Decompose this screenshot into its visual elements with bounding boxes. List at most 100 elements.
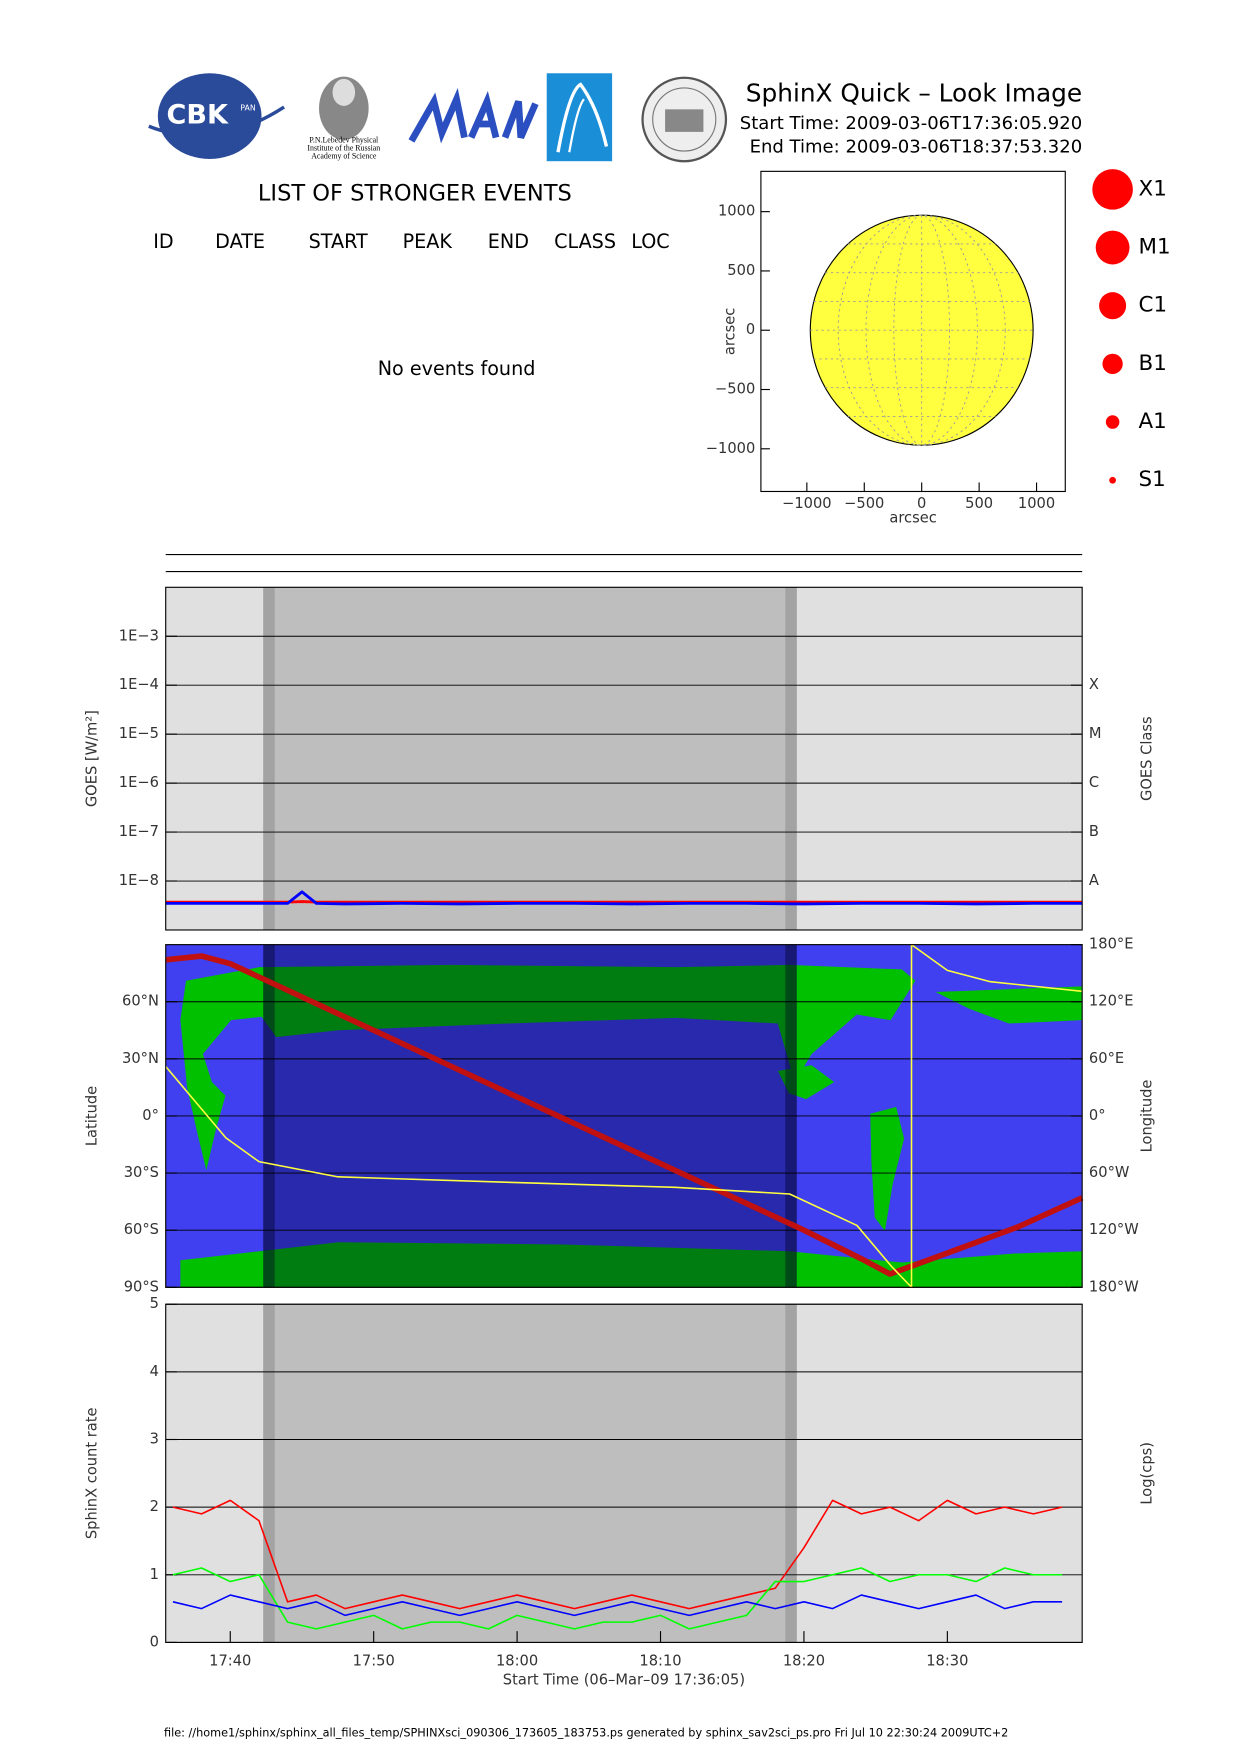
series-line bbox=[165, 890, 1083, 906]
logo-text: P.N.Lebedev Physical bbox=[309, 136, 379, 145]
y2-tick-label: X bbox=[1089, 676, 1099, 693]
y-tick-label: 1 bbox=[150, 1566, 159, 1583]
y2-tick-label: C bbox=[1089, 774, 1099, 791]
y2-tick-label: 180°E bbox=[1089, 936, 1134, 953]
y-tick-label: 1E−5 bbox=[119, 725, 159, 742]
events-message: No events found bbox=[378, 357, 536, 380]
sun-grid bbox=[810, 214, 1034, 446]
class-label: A1 bbox=[1139, 409, 1167, 434]
logo-blue-script bbox=[408, 88, 539, 144]
frame bbox=[165, 586, 1083, 931]
class-label: S1 bbox=[1139, 467, 1166, 492]
y2-tick-label: B bbox=[1089, 823, 1099, 840]
class-marker bbox=[1105, 415, 1120, 429]
y-tick-label: 1E−8 bbox=[119, 872, 159, 889]
x-tick-label: 18:30 bbox=[926, 1653, 968, 1670]
y-tick-label: −1000 bbox=[706, 440, 756, 457]
y2-tick-label: M bbox=[1089, 725, 1102, 742]
logo-text: PAN bbox=[240, 104, 256, 113]
eclipse-band bbox=[263, 587, 797, 930]
longitude-line bbox=[165, 943, 1083, 1289]
y-tick-label: 5 bbox=[150, 1295, 159, 1312]
y2-tick-label: 180°W bbox=[1089, 1278, 1139, 1295]
eclipse-band bbox=[263, 1304, 797, 1643]
y2-axis-label: Longitude bbox=[1139, 1080, 1156, 1153]
x-axis-label: Start Time (06–Mar–09 17:36:05) bbox=[503, 1672, 745, 1689]
y2-tick-label: A bbox=[1089, 872, 1099, 889]
x-tick-label: 500 bbox=[965, 495, 993, 512]
footer: file: //home1/sphinx/sphinx_all_files_te… bbox=[164, 1727, 1008, 1740]
frame bbox=[165, 944, 1083, 1288]
y2-tick-label: 60°E bbox=[1089, 1050, 1124, 1067]
series-line bbox=[165, 900, 1083, 904]
class-marker bbox=[1102, 353, 1123, 375]
series-line bbox=[172, 1499, 1063, 1610]
x-tick-label: 17:50 bbox=[353, 1653, 395, 1670]
frame bbox=[760, 170, 1066, 493]
y-tick-label: 1E−7 bbox=[119, 823, 159, 840]
events-title: LIST OF STRONGER EVENTS bbox=[258, 180, 572, 206]
x-tick-label: 18:10 bbox=[639, 1653, 681, 1670]
class-label: B1 bbox=[1139, 351, 1167, 376]
y-tick-label: 1E−3 bbox=[119, 627, 159, 644]
column-header: ID bbox=[153, 230, 173, 253]
logo-seal bbox=[641, 76, 728, 163]
y-axis-label: arcsec bbox=[721, 308, 738, 355]
column-header: START bbox=[309, 230, 368, 253]
frame bbox=[165, 1303, 1083, 1643]
y-tick-label: 0 bbox=[746, 321, 755, 338]
x-tick-label: 18:20 bbox=[783, 1653, 825, 1670]
y-tick-label: 500 bbox=[727, 262, 755, 279]
x-axis-label: arcsec bbox=[889, 510, 936, 527]
x-tick-label: −1000 bbox=[782, 495, 832, 512]
start-time: Start Time: 2009-03-06T17:36:05.920 bbox=[740, 113, 1082, 134]
column-header: DATE bbox=[215, 230, 265, 253]
y2-tick-label: 0° bbox=[1089, 1107, 1106, 1124]
y-tick-label: 1000 bbox=[718, 203, 755, 220]
y-tick-label: 0 bbox=[150, 1633, 159, 1650]
y-tick-label: −500 bbox=[715, 381, 755, 398]
y2-axis-label: GOES Class bbox=[1139, 716, 1156, 801]
y-tick-label: 2 bbox=[150, 1498, 159, 1515]
y2-tick-label: 60°W bbox=[1089, 1164, 1129, 1181]
logo-cbk: CBK PAN bbox=[148, 73, 285, 159]
y2-axis-label: Log(cps) bbox=[1139, 1442, 1156, 1505]
ground-track bbox=[165, 953, 1084, 1277]
logo-lebedev: P.N.Lebedev Physical Institute of the Ru… bbox=[307, 76, 380, 161]
column-header: CLASS bbox=[554, 230, 616, 253]
end-time: End Time: 2009-03-06T18:37:53.320 bbox=[750, 137, 1083, 158]
column-header: PEAK bbox=[403, 230, 453, 253]
penumbra-band bbox=[785, 587, 797, 930]
column-header: END bbox=[488, 230, 529, 253]
class-marker bbox=[1099, 292, 1127, 320]
y-tick-label: 1E−6 bbox=[119, 774, 159, 791]
series-line bbox=[172, 1594, 1063, 1617]
y-tick-label: 0° bbox=[142, 1107, 159, 1124]
class-label: M1 bbox=[1139, 235, 1171, 260]
x-tick-label: 17:40 bbox=[209, 1653, 251, 1670]
y-tick-label: 30°S bbox=[124, 1164, 159, 1181]
class-label: C1 bbox=[1139, 293, 1168, 318]
y2-tick-label: 120°E bbox=[1089, 993, 1134, 1010]
logo-text: Academy of Science bbox=[311, 152, 377, 161]
meridian bbox=[837, 214, 1006, 446]
y-tick-label: 1E−4 bbox=[119, 676, 159, 693]
y-axis-label: Latitude bbox=[83, 1086, 100, 1146]
title: SphinX Quick – Look Image bbox=[746, 79, 1082, 108]
penumbra-band bbox=[263, 587, 275, 930]
series-line bbox=[172, 1567, 1063, 1630]
penumbra-band bbox=[263, 1304, 275, 1643]
x-tick-label: −500 bbox=[844, 495, 884, 512]
class-marker bbox=[1109, 476, 1116, 484]
class-marker bbox=[1095, 230, 1130, 265]
y2-tick-label: 120°W bbox=[1089, 1221, 1139, 1238]
y-tick-label: 60°S bbox=[124, 1221, 159, 1238]
x-tick-label: 0 bbox=[917, 495, 926, 512]
penumbra-band bbox=[785, 1304, 797, 1643]
logo-square bbox=[546, 73, 613, 162]
logo-text: CBK bbox=[167, 100, 229, 131]
class-marker bbox=[1092, 169, 1133, 210]
column-header: LOC bbox=[631, 230, 669, 253]
meridian bbox=[865, 214, 978, 446]
